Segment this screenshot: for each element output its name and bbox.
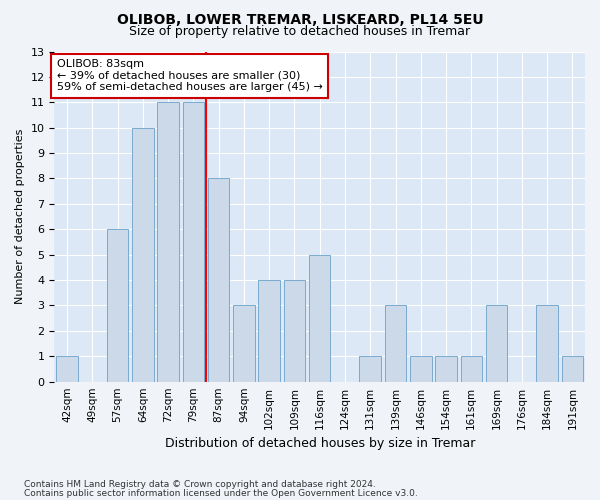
Bar [309, 254, 331, 382]
Bar [359, 356, 381, 382]
Text: Contains public sector information licensed under the Open Government Licence v3: Contains public sector information licen… [24, 488, 418, 498]
Text: Size of property relative to detached houses in Tremar: Size of property relative to detached ho… [130, 25, 470, 38]
Bar [536, 306, 558, 382]
Bar [107, 230, 128, 382]
Bar [486, 306, 508, 382]
Bar [284, 280, 305, 382]
Y-axis label: Number of detached properties: Number of detached properties [15, 129, 25, 304]
Bar [461, 356, 482, 382]
Bar [132, 128, 154, 382]
Text: OLIBOB, LOWER TREMAR, LISKEARD, PL14 5EU: OLIBOB, LOWER TREMAR, LISKEARD, PL14 5EU [116, 12, 484, 26]
X-axis label: Distribution of detached houses by size in Tremar: Distribution of detached houses by size … [164, 437, 475, 450]
Text: Contains HM Land Registry data © Crown copyright and database right 2024.: Contains HM Land Registry data © Crown c… [24, 480, 376, 489]
Bar [385, 306, 406, 382]
Bar [410, 356, 431, 382]
Bar [259, 280, 280, 382]
Text: OLIBOB: 83sqm
← 39% of detached houses are smaller (30)
59% of semi-detached hou: OLIBOB: 83sqm ← 39% of detached houses a… [57, 59, 323, 92]
Bar [182, 102, 204, 382]
Bar [233, 306, 254, 382]
Bar [56, 356, 78, 382]
Bar [208, 178, 229, 382]
Bar [157, 102, 179, 382]
Bar [562, 356, 583, 382]
Bar [435, 356, 457, 382]
